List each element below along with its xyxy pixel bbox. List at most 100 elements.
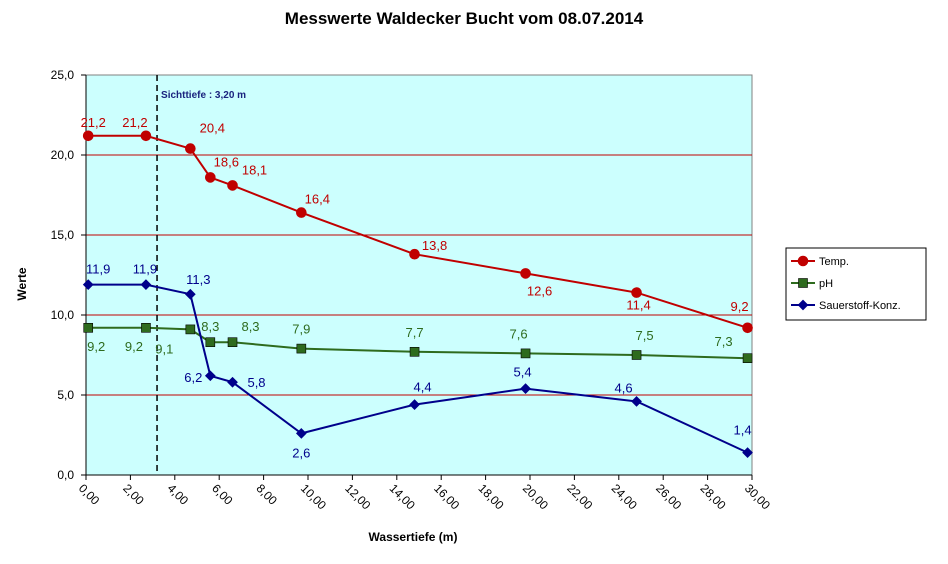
x-tick-label: 22,00: [564, 481, 595, 512]
series-point-ph: [227, 337, 238, 348]
series-line-sauerstoff: [88, 283, 748, 454]
data-label-temp: 13,8: [422, 238, 447, 253]
series-point-ph: [631, 350, 642, 360]
series-point-temp: [82, 130, 94, 142]
series-point-sauerstoff: [140, 279, 152, 290]
data-label-temp: 11,4: [626, 298, 650, 313]
series-line-temp: [88, 134, 748, 329]
series-group: [82, 130, 753, 458]
series-point-temp: [205, 172, 216, 183]
series-point-ph: [185, 324, 196, 335]
x-tick-label: 14,00: [387, 481, 418, 512]
plot-area: [85, 74, 753, 476]
legend-label-sauerstoff: Sauerstoff-Konz.: [819, 300, 901, 312]
grid-lines: [86, 154, 752, 396]
data-label-sauerstoff: 1,4: [734, 423, 752, 438]
x-tick-label: 18,00: [475, 481, 506, 512]
series-point-sauerstoff: [227, 376, 238, 388]
series-point-sauerstoff: [295, 428, 307, 439]
data-label-ph: 7,7: [406, 325, 424, 340]
data-label-sauerstoff: 4,6: [615, 380, 633, 395]
series-line-ph: [88, 326, 748, 360]
legend-marker-temp: [797, 255, 809, 267]
series-point-ph: [141, 322, 151, 333]
y-tick-label: 15,0: [51, 228, 75, 242]
legend-marker-ph: [798, 278, 808, 288]
data-label-temp: 9,2: [731, 299, 749, 314]
y-tick-label: 0,0: [57, 468, 74, 482]
data-label-sauerstoff: 4,4: [414, 380, 432, 395]
data-label-temp: 21,2: [122, 115, 147, 130]
chart-title: Messwerte Waldecker Bucht vom 08.07.2014: [285, 9, 644, 28]
data-label-ph: 7,6: [510, 326, 528, 341]
legend: Temp. pH Sauerstoff-Konz.: [785, 247, 927, 321]
x-tick-label: 8,00: [253, 481, 280, 508]
data-label-ph: 8,3: [201, 319, 219, 334]
x-tick-label: 30,00: [742, 481, 773, 512]
series-point-temp: [185, 143, 196, 154]
series-point-temp: [742, 322, 753, 334]
x-tick-label: 26,00: [653, 481, 684, 512]
series-point-temp: [631, 287, 642, 298]
x-tick-label: 10,00: [298, 481, 329, 512]
data-label-ph: 9,1: [155, 341, 173, 356]
series-point-ph: [520, 348, 531, 359]
y-axis-label: Werte: [15, 267, 29, 300]
series-point-sauerstoff: [742, 447, 753, 458]
series-point-sauerstoff: [204, 370, 216, 382]
series-point-temp: [227, 180, 238, 191]
series-point-sauerstoff: [184, 288, 196, 300]
x-tick-label: 16,00: [431, 481, 462, 512]
x-tick-label: 0,00: [76, 481, 103, 508]
y-tick-label: 10,0: [51, 308, 75, 322]
data-label-temp: 16,4: [305, 192, 330, 207]
x-tick-label: 4,00: [165, 481, 192, 508]
series-point-sauerstoff: [409, 399, 420, 410]
data-label-ph: 8,3: [241, 319, 259, 334]
series-point-sauerstoff: [631, 396, 642, 407]
sichttiefe-label: Sichttiefe : 3,20 m: [161, 90, 246, 101]
x-axis-label: Wassertiefe (m): [369, 530, 458, 544]
data-labels: 21,2 21,2 20,4 18,618,1 16,4 13,8 12,6 11,4 9,2 9…: [81, 115, 752, 461]
data-label-sauerstoff: 5,4: [514, 365, 532, 380]
legend-label-temp: Temp.: [819, 256, 849, 268]
series-point-sauerstoff: [520, 383, 531, 394]
data-label-temp: 12,6: [527, 283, 552, 298]
x-tick-label: 6,00: [209, 481, 236, 508]
data-label-ph: 7,9: [292, 322, 310, 337]
y-tick-label: 5,0: [57, 388, 74, 402]
x-tick-label: 12,00: [342, 481, 373, 512]
series-point-ph: [409, 346, 420, 357]
data-label-temp: 20,4: [200, 121, 225, 136]
data-label-temp: 21,2: [81, 115, 106, 130]
data-label-ph: 9,2: [87, 339, 105, 354]
data-label-ph: 9,2: [125, 339, 143, 354]
data-label-temp: 18,6: [214, 154, 239, 169]
data-label-ph: 7,3: [715, 334, 733, 349]
data-label-sauerstoff: 2,6: [292, 445, 310, 460]
x-tick-label: 28,00: [697, 481, 728, 512]
data-label-sauerstoff: 5,8: [247, 375, 265, 390]
series-point-ph: [205, 337, 216, 348]
y-tick-label: 20,0: [51, 148, 75, 162]
series-point-temp: [520, 268, 531, 279]
data-label-sauerstoff: 11,9: [86, 262, 110, 277]
series-point-temp: [296, 207, 307, 218]
data-label-ph: 7,5: [636, 328, 654, 343]
data-label-sauerstoff: 11,3: [186, 272, 210, 287]
series-point-ph: [296, 343, 307, 354]
data-label-temp: 18,1: [242, 162, 267, 177]
data-label-sauerstoff: 11,9: [133, 262, 157, 277]
series-point-ph: [83, 322, 94, 333]
data-label-sauerstoff: 6,2: [184, 370, 202, 385]
series-point-temp: [409, 248, 420, 260]
series-point-sauerstoff: [82, 279, 94, 290]
x-tick-label: 20,00: [520, 481, 551, 512]
x-tick-label: 24,00: [609, 481, 640, 512]
legend-label-ph: pH: [819, 278, 833, 290]
legend-marker-sauerstoff: [797, 299, 809, 311]
x-tick-label: 2,00: [120, 481, 147, 508]
sichttiefe-annotation: Sichttiefe : 3,20 m: [156, 75, 246, 475]
series-point-temp: [140, 130, 152, 142]
